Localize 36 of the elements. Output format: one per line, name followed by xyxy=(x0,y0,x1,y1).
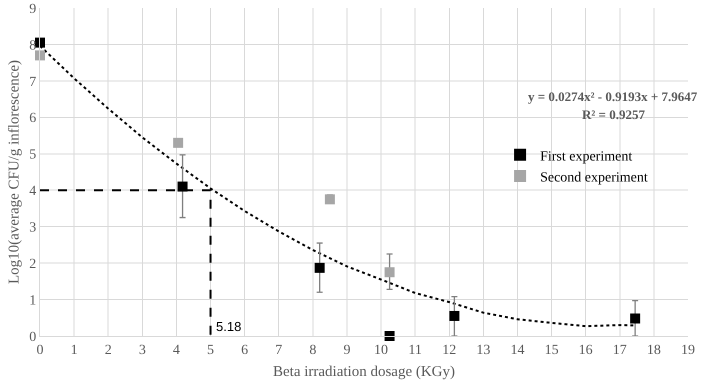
x-tick-label: 12 xyxy=(442,342,456,358)
y-tick-label: 9 xyxy=(29,2,36,17)
x-tick-label: 7 xyxy=(275,342,282,358)
x-tick-label: 18 xyxy=(646,342,661,358)
x-tick-label: 16 xyxy=(578,342,593,358)
y-tick-label: 8 xyxy=(29,38,36,54)
annotation: 5.18 xyxy=(216,319,242,334)
y-tick-label: 4 xyxy=(29,184,36,200)
y-axis-title: Log10(average CFU/g inflorescence) xyxy=(6,60,22,284)
x-tick-label: 5 xyxy=(207,342,214,358)
legend-label: First experiment xyxy=(540,149,632,164)
x-tick-label: 17 xyxy=(612,342,627,358)
annotation: y = 0.0274x² - 0.9193x + 7.9647 xyxy=(528,89,698,104)
x-tick-label: 10 xyxy=(374,342,388,358)
x-tick-label: 3 xyxy=(138,342,146,358)
x-tick-label: 1 xyxy=(70,342,78,358)
annotation: R² = 0.9257 xyxy=(582,107,646,122)
x-tick-label: 8 xyxy=(309,342,316,358)
x-tick-label: 19 xyxy=(681,342,695,358)
y-tick-label: 5 xyxy=(29,148,36,163)
x-tick-label: 14 xyxy=(510,342,524,358)
y-tick-label: 3 xyxy=(29,220,36,236)
x-tick-label: 9 xyxy=(343,342,350,358)
y-tick-label: 1 xyxy=(29,293,36,308)
x-tick-label: 15 xyxy=(544,342,559,358)
y-tick-label: 0 xyxy=(29,330,36,345)
y-tick-label: 6 xyxy=(29,111,36,126)
x-tick-label: 4 xyxy=(172,342,180,358)
x-tick-label: 13 xyxy=(476,342,490,358)
y-tick-label: 7 xyxy=(29,74,36,90)
y-tick-label: 2 xyxy=(29,257,36,272)
x-axis-title: Beta irradiation dosage (KGy) xyxy=(272,364,456,380)
x-tick-label: 6 xyxy=(241,342,248,358)
x-tick-label: 2 xyxy=(104,342,112,358)
x-tick-label: 11 xyxy=(408,342,422,358)
legend-label: Second experiment xyxy=(540,170,648,186)
